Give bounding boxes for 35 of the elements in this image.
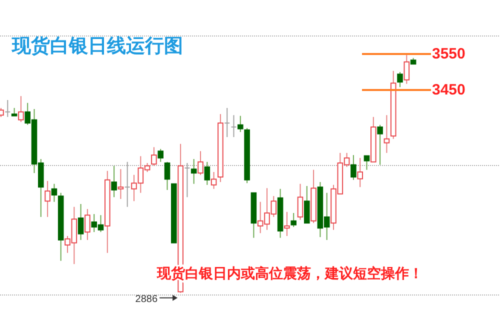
- candlestick: [111, 165, 117, 198]
- candlestick: [384, 114, 390, 154]
- candlestick: [230, 114, 237, 138]
- y-tick-label: 3550: [432, 45, 466, 62]
- candlestick: [204, 161, 210, 186]
- candlestick: [4, 100, 11, 118]
- candlestick: [238, 115, 244, 133]
- candlestick: [397, 71, 403, 88]
- candlestick: [184, 162, 190, 198]
- annotation: 2886: [135, 294, 158, 305]
- chart-title: 现货白银日线运行图: [11, 35, 183, 57]
- candlestick: [224, 107, 230, 138]
- candlestick: [364, 155, 370, 170]
- y-tick-label: 3450: [432, 81, 466, 98]
- candlestick: [84, 208, 90, 240]
- candlestick: [164, 161, 170, 190]
- candlestick: [284, 211, 290, 237]
- candlestick: [198, 150, 204, 176]
- candlestick: [210, 171, 217, 190]
- candlestick: [158, 148, 164, 162]
- candlestick: [18, 96, 24, 122]
- candlestick: [357, 157, 363, 188]
- candlestick: [297, 183, 304, 220]
- candlestick: [290, 212, 296, 228]
- candlestick: [151, 146, 157, 166]
- candlestick: [190, 158, 197, 184]
- candlestick: [118, 168, 124, 200]
- candlestick: [51, 183, 58, 202]
- candlestick: [350, 154, 356, 180]
- candlestick: [78, 203, 84, 240]
- candlestick: [304, 186, 310, 224]
- candlestick: [44, 180, 50, 218]
- candlestick: [404, 54, 410, 84]
- candlestick: [377, 124, 383, 166]
- candlestick: [124, 161, 130, 208]
